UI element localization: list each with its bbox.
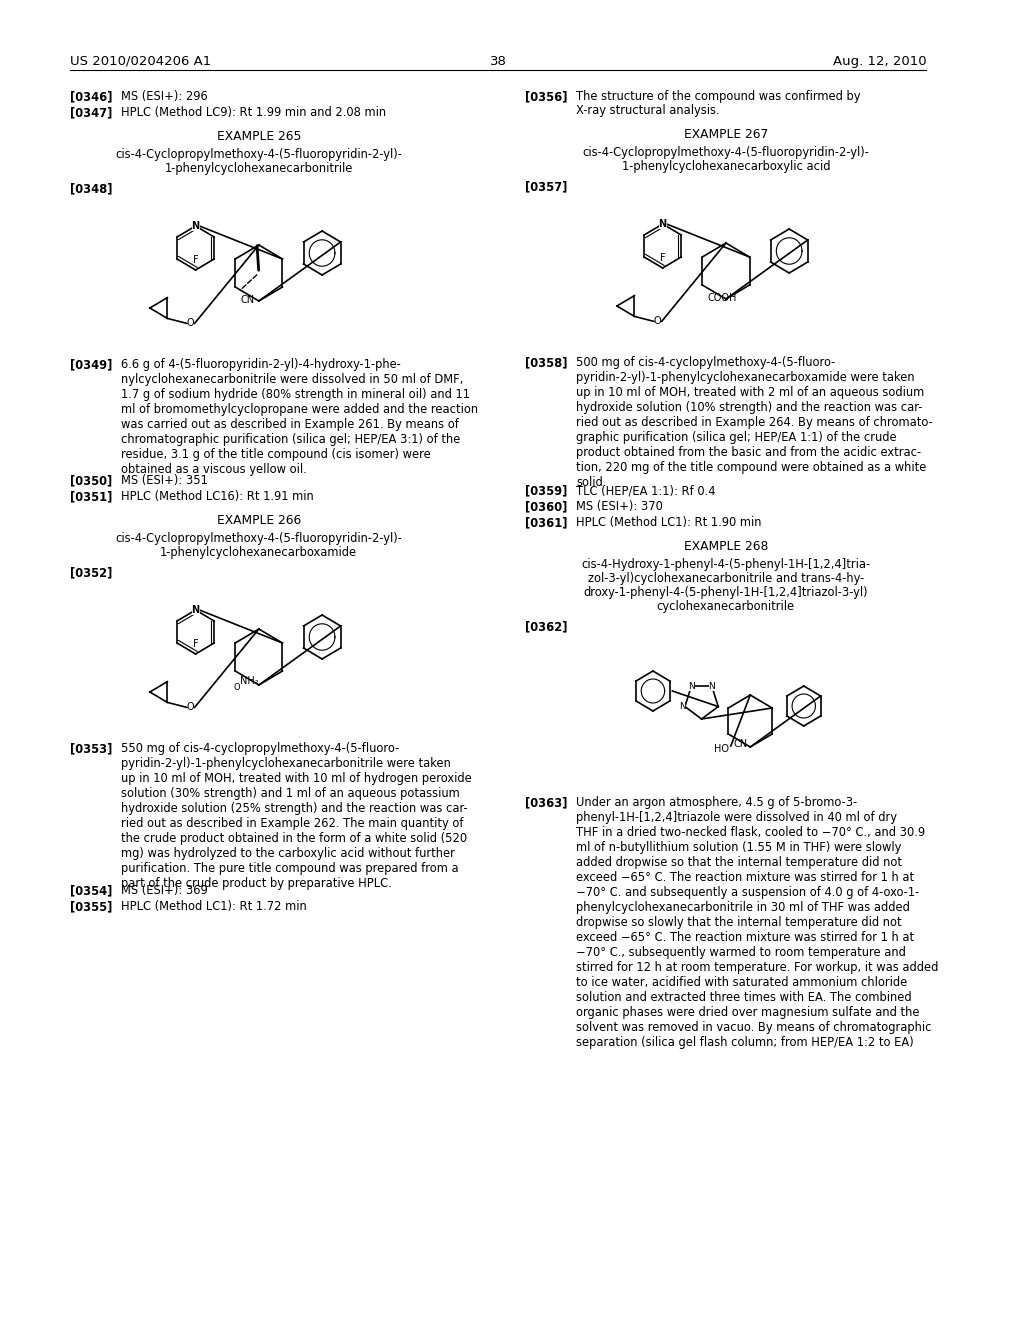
Text: [0358]: [0358] xyxy=(525,356,568,370)
Text: The structure of the compound was confirmed by: The structure of the compound was confir… xyxy=(577,90,860,103)
Text: N: N xyxy=(191,220,200,231)
Text: [0357]: [0357] xyxy=(525,180,568,193)
Text: O: O xyxy=(187,318,195,329)
Text: cyclohexanecarbonitrile: cyclohexanecarbonitrile xyxy=(656,601,795,612)
Text: CN: CN xyxy=(240,294,254,305)
Text: 6.6 g of 4-(5-fluoropyridin-2-yl)-4-hydroxy-1-phe-
nylcyclohexanecarbonitrile we: 6.6 g of 4-(5-fluoropyridin-2-yl)-4-hydr… xyxy=(121,358,478,477)
Text: [0348]: [0348] xyxy=(70,182,113,195)
Text: HPLC (Method LC9): Rt 1.99 min and 2.08 min: HPLC (Method LC9): Rt 1.99 min and 2.08 … xyxy=(121,106,386,119)
Text: [0350]: [0350] xyxy=(70,474,113,487)
Text: TLC (HEP/EA 1:1): Rf 0.4: TLC (HEP/EA 1:1): Rf 0.4 xyxy=(577,484,716,498)
Text: 38: 38 xyxy=(489,55,507,69)
Text: cis-4-Cyclopropylmethoxy-4-(5-fluoropyridin-2-yl)-: cis-4-Cyclopropylmethoxy-4-(5-fluoropyri… xyxy=(116,532,402,545)
Text: [0360]: [0360] xyxy=(525,500,568,513)
Text: [0362]: [0362] xyxy=(525,620,568,634)
Text: NH₂: NH₂ xyxy=(240,676,259,686)
Text: EXAMPLE 265: EXAMPLE 265 xyxy=(217,129,301,143)
Text: [0359]: [0359] xyxy=(525,484,568,498)
Text: 1-phenylcyclohexanecarboxamide: 1-phenylcyclohexanecarboxamide xyxy=(161,546,357,558)
Text: MS (ESI+): 369: MS (ESI+): 369 xyxy=(121,884,208,898)
Text: HPLC (Method LC16): Rt 1.91 min: HPLC (Method LC16): Rt 1.91 min xyxy=(121,490,313,503)
Text: [0346]: [0346] xyxy=(70,90,113,103)
Text: 1-phenylcyclohexanecarbonitrile: 1-phenylcyclohexanecarbonitrile xyxy=(165,162,353,176)
Text: US 2010/0204206 A1: US 2010/0204206 A1 xyxy=(70,55,211,69)
Text: O: O xyxy=(187,702,195,713)
Text: [0351]: [0351] xyxy=(70,490,113,503)
Text: [0347]: [0347] xyxy=(70,106,113,119)
Text: 1-phenylcyclohexanecarboxylic acid: 1-phenylcyclohexanecarboxylic acid xyxy=(622,160,830,173)
Text: Aug. 12, 2010: Aug. 12, 2010 xyxy=(833,55,927,69)
Text: cis-4-Hydroxy-1-phenyl-4-(5-phenyl-1H-[1,2,4]tria-: cis-4-Hydroxy-1-phenyl-4-(5-phenyl-1H-[1… xyxy=(582,558,870,572)
Text: N: N xyxy=(709,682,715,690)
Text: X-ray structural analysis.: X-ray structural analysis. xyxy=(577,104,720,117)
Text: HO: HO xyxy=(714,744,728,754)
Text: N: N xyxy=(680,702,686,711)
Text: droxy-1-phenyl-4-(5-phenyl-1H-[1,2,4]triazol-3-yl): droxy-1-phenyl-4-(5-phenyl-1H-[1,2,4]tri… xyxy=(584,586,868,599)
Text: cis-4-Cyclopropylmethoxy-4-(5-fluoropyridin-2-yl)-: cis-4-Cyclopropylmethoxy-4-(5-fluoropyri… xyxy=(583,147,869,158)
Text: MS (ESI+): 351: MS (ESI+): 351 xyxy=(121,474,208,487)
Text: 550 mg of cis-4-cyclopropylmethoxy-4-(5-fluoro-
pyridin-2-yl)-1-phenylcyclohexan: 550 mg of cis-4-cyclopropylmethoxy-4-(5-… xyxy=(121,742,471,890)
Text: F: F xyxy=(193,639,199,649)
Text: Under an argon atmosphere, 4.5 g of 5-bromo-3-
phenyl-1H-[1,2,4]triazole were di: Under an argon atmosphere, 4.5 g of 5-br… xyxy=(577,796,938,1049)
Text: [0361]: [0361] xyxy=(525,516,568,529)
Text: F: F xyxy=(193,255,199,265)
Text: CN: CN xyxy=(733,739,748,748)
Text: HPLC (Method LC1): Rt 1.90 min: HPLC (Method LC1): Rt 1.90 min xyxy=(577,516,762,529)
Text: EXAMPLE 266: EXAMPLE 266 xyxy=(217,513,301,527)
Text: MS (ESI+): 296: MS (ESI+): 296 xyxy=(121,90,208,103)
Text: COOH: COOH xyxy=(708,293,736,304)
Text: [0352]: [0352] xyxy=(70,566,113,579)
Text: N: N xyxy=(191,605,200,615)
Text: zol-3-yl)cyclohexanecarbonitrile and trans-4-hy-: zol-3-yl)cyclohexanecarbonitrile and tra… xyxy=(588,572,864,585)
Text: N: N xyxy=(688,682,694,690)
Text: O: O xyxy=(654,317,662,326)
Text: O: O xyxy=(233,682,240,692)
Text: MS (ESI+): 370: MS (ESI+): 370 xyxy=(577,500,663,513)
Text: [0353]: [0353] xyxy=(70,742,113,755)
Text: 500 mg of cis-4-cyclopylmethoxy-4-(5-fluoro-
pyridin-2-yl)-1-phenylcyclohexaneca: 500 mg of cis-4-cyclopylmethoxy-4-(5-flu… xyxy=(577,356,933,488)
Text: N: N xyxy=(658,219,667,228)
Text: EXAMPLE 267: EXAMPLE 267 xyxy=(684,128,768,141)
Text: F: F xyxy=(659,253,666,263)
Text: [0356]: [0356] xyxy=(525,90,568,103)
Text: cis-4-Cyclopropylmethoxy-4-(5-fluoropyridin-2-yl)-: cis-4-Cyclopropylmethoxy-4-(5-fluoropyri… xyxy=(116,148,402,161)
Text: [0363]: [0363] xyxy=(525,796,568,809)
Text: [0349]: [0349] xyxy=(70,358,113,371)
Text: EXAMPLE 268: EXAMPLE 268 xyxy=(684,540,768,553)
Text: HPLC (Method LC1): Rt 1.72 min: HPLC (Method LC1): Rt 1.72 min xyxy=(121,900,306,913)
Text: [0355]: [0355] xyxy=(70,900,113,913)
Text: [0354]: [0354] xyxy=(70,884,113,898)
